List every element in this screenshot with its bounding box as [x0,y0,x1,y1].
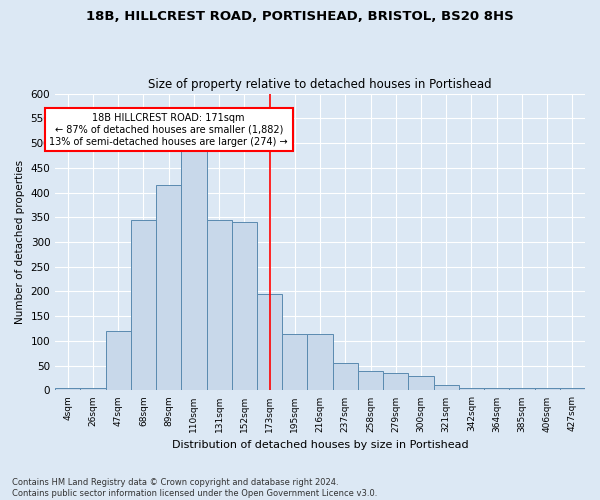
Bar [131,220,156,390]
Bar [484,388,509,390]
Bar [332,363,358,390]
Title: Size of property relative to detached houses in Portishead: Size of property relative to detached ho… [148,78,492,91]
Bar [232,222,257,390]
Bar [459,388,484,390]
Bar [257,294,282,390]
Bar [55,388,80,390]
X-axis label: Distribution of detached houses by size in Portishead: Distribution of detached houses by size … [172,440,469,450]
Bar [156,185,181,390]
Y-axis label: Number of detached properties: Number of detached properties [15,160,25,324]
Bar [282,334,307,390]
Text: 18B, HILLCREST ROAD, PORTISHEAD, BRISTOL, BS20 8HS: 18B, HILLCREST ROAD, PORTISHEAD, BRISTOL… [86,10,514,23]
Bar [509,388,535,390]
Bar [409,376,434,390]
Bar [560,388,585,390]
Bar [181,148,206,390]
Bar [206,220,232,390]
Bar [106,331,131,390]
Bar [434,386,459,390]
Bar [383,373,409,390]
Bar [358,370,383,390]
Bar [80,388,106,390]
Text: Contains HM Land Registry data © Crown copyright and database right 2024.
Contai: Contains HM Land Registry data © Crown c… [12,478,377,498]
Bar [307,334,332,390]
Bar [535,388,560,390]
Text: 18B HILLCREST ROAD: 171sqm
← 87% of detached houses are smaller (1,882)
13% of s: 18B HILLCREST ROAD: 171sqm ← 87% of deta… [49,114,288,146]
